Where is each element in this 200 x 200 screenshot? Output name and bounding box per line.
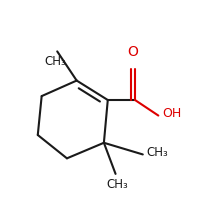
Text: O: O [128,45,138,59]
Text: CH₃: CH₃ [44,55,66,68]
Text: CH₃: CH₃ [147,146,168,159]
Text: OH: OH [162,107,181,120]
Text: CH₃: CH₃ [107,178,128,191]
